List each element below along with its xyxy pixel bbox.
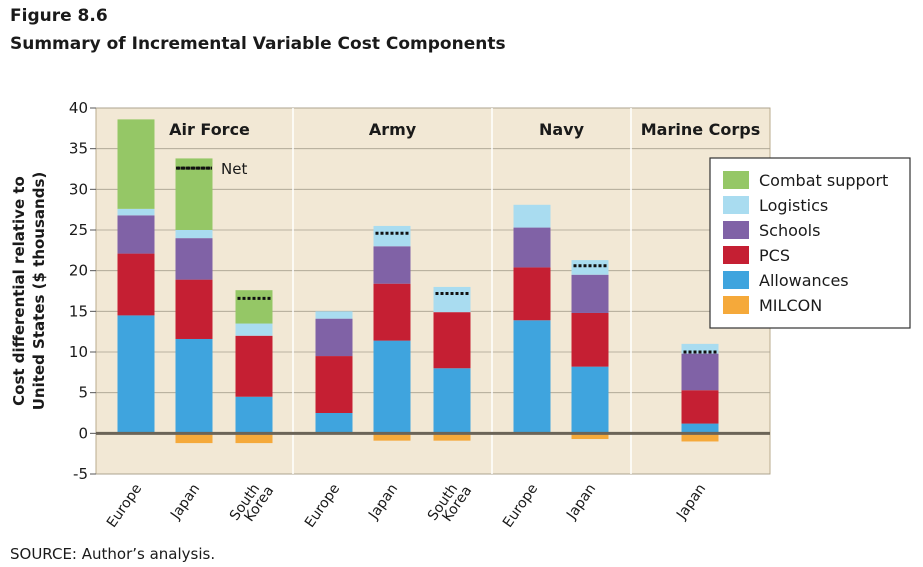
bar-segment-allowances [373,340,411,434]
chart-title: Summary of Incremental Variable Cost Com… [10,34,506,54]
bar-segment-logistics [373,225,411,247]
legend-swatch [723,221,749,239]
category-label: Japan [365,481,401,523]
legend-label: Schools [759,221,820,240]
legend-swatch [723,296,749,314]
bar-segment-logistics [175,230,213,239]
bar-segment-pcs [175,279,213,339]
bar-segment-pcs [571,312,609,367]
bar-segment-logistics [315,311,353,319]
y-tick-label: -5 [73,465,88,483]
figure-label: Figure 8.6 [10,6,108,26]
group-label: Marine Corps [641,120,761,139]
bar-segment-logistics [681,343,719,354]
bar-segment-combat-support [175,158,213,230]
bar-segment-schools [373,246,411,284]
bar-segment-allowances [175,338,213,434]
bar-segment-pcs [373,283,411,341]
bar-segment-pcs [315,356,353,413]
bar-segment-logistics [433,286,471,313]
y-tick-label: 30 [69,180,88,198]
bar-segment-pcs [117,253,155,316]
legend-swatch [723,271,749,289]
y-tick-label: 5 [78,384,88,402]
category-label: Japan [167,481,203,523]
bar-segment-allowances [513,320,551,434]
bar-segment-schools [513,227,551,268]
legend-label: Allowances [759,271,849,290]
group-label: Army [369,120,417,139]
category-label: Japan [563,481,599,523]
legend-swatch [723,196,749,214]
legend-swatch [723,171,749,189]
category-label: Europe [104,481,145,531]
y-tick-label: 20 [69,262,88,280]
bar-segment-milcon [571,433,609,440]
bar-segment-schools [681,353,719,391]
y-tick-label: 0 [78,424,88,442]
y-axis-label: Cost differential relative to [10,176,28,406]
bar-segment-allowances [315,413,353,434]
bar-segment-logistics [117,208,155,216]
y-tick-label: 25 [69,221,88,239]
group-label: Air Force [169,120,250,139]
y-axis-label: United States ($ thousands) [30,172,48,411]
legend-label: Logistics [759,196,828,215]
bar-segment-allowances [117,315,155,434]
bar-segment-pcs [513,267,551,321]
bar-segment-schools [175,238,213,280]
group-label: Navy [539,120,585,139]
bar-segment-schools [571,274,609,313]
bar-segment-pcs [235,335,273,397]
chart: -5 0 5 10 15 20 25 30 35 40 Cost differential rela… [10,99,911,531]
bar-segment-combat-support [117,119,155,209]
bar-segment-milcon [373,433,411,441]
bar-segment-schools [315,318,353,357]
bar-segment-allowances [433,368,471,434]
legend-label: PCS [759,246,790,265]
bar-segment-combat-support [235,290,273,324]
legend-label: MILCON [759,296,822,315]
bar-segment-allowances [681,423,719,434]
bar-segment-milcon [433,433,471,441]
legend-swatch [723,246,749,264]
bar-segment-pcs [681,390,719,424]
bar-segment-allowances [571,366,609,434]
y-tick-label: 15 [69,302,88,320]
bar-segment-milcon [681,433,719,442]
bar-segment-milcon [235,433,273,444]
bar-segment-schools [117,215,155,254]
category-label: Europe [302,481,343,531]
bar-segment-allowances [235,396,273,434]
category-label: Japan [673,481,709,523]
bar-segment-pcs [433,312,471,369]
bar-segment-logistics [513,204,551,228]
category-label: Europe [500,481,541,531]
y-tick-label: 35 [69,140,88,158]
source-note: SOURCE: Author’s analysis. [10,545,216,563]
y-tick-label: 10 [69,343,88,361]
net-annotation-label: Net [221,160,247,178]
y-tick-label: 40 [69,99,88,117]
bar-segment-logistics [235,323,273,336]
bar-segment-logistics [571,260,609,275]
bar-segment-milcon [175,433,213,444]
legend-label: Combat support [759,171,888,190]
